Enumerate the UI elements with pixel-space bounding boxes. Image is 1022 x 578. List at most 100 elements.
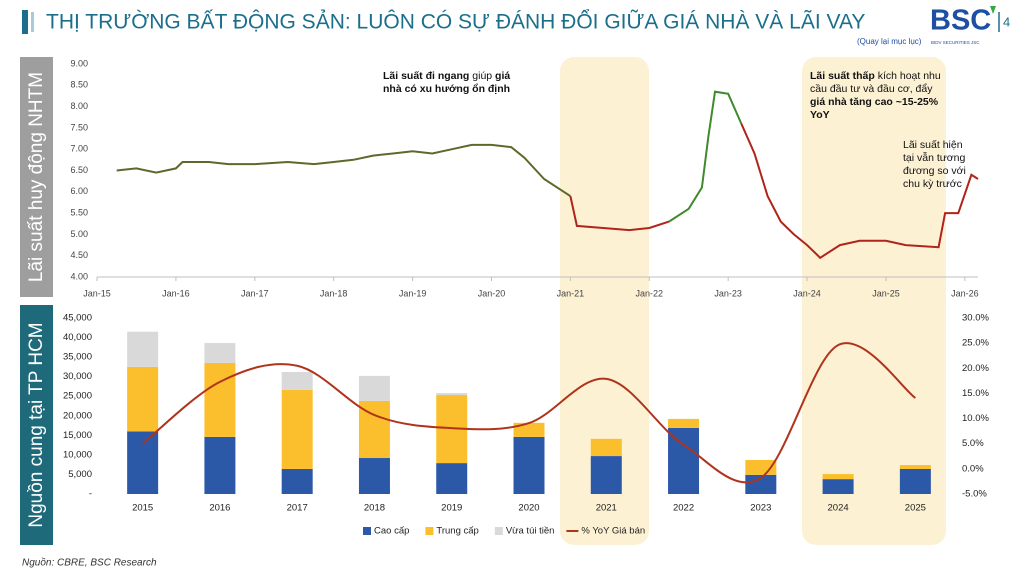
annotation-text: giúp	[472, 70, 493, 82]
bar-segment	[590, 456, 622, 494]
annotation-text: giá nhà có xu hướng ổn định	[383, 70, 511, 95]
rate-line	[740, 123, 979, 260]
annotation-text: kích hoạt nhu cầu đầu tư và đầu cơ, đẩy	[810, 70, 941, 95]
logo: BSC	[930, 5, 991, 37]
legend-label: Trung cấp	[436, 526, 478, 537]
title-marker	[31, 12, 34, 32]
side-label: Nguồn cung tại TP HCM	[26, 322, 47, 527]
y2-tick-label: 5.0%	[962, 438, 984, 449]
legend-swatch	[425, 527, 434, 535]
y-tick-label: 5.50	[70, 207, 88, 217]
x-tick-label: Jan-24	[793, 288, 821, 298]
y-tick-label: 5.00	[70, 229, 88, 239]
bar-segment	[513, 422, 545, 437]
x-tick-label: 2025	[905, 503, 926, 514]
x-tick-label: Jan-17	[241, 288, 269, 298]
x-tick-label: Jan-25	[872, 288, 900, 298]
x-tick-label: 2023	[750, 503, 771, 514]
bar-segment	[204, 436, 236, 494]
bar-segment	[822, 479, 854, 494]
x-tick-label: Jan-21	[557, 288, 585, 298]
highlight-2024-2025	[802, 57, 946, 545]
bar-segment	[436, 393, 468, 396]
y-tick-label: 6.00	[70, 186, 88, 196]
annotation-text: Lãi suất hiện tại vẫn tương đương so với…	[903, 139, 966, 190]
y-tick-label: 8.50	[70, 80, 88, 90]
x-tick-label: 2017	[287, 503, 308, 514]
y-tick-label: 4.50	[70, 250, 88, 260]
bar-segment	[358, 458, 390, 494]
bar-segment	[281, 468, 313, 494]
x-tick-label: 2019	[441, 503, 462, 514]
bar-segment	[513, 436, 545, 494]
y-tick-label: 6.50	[70, 165, 88, 175]
x-tick-label: 2020	[518, 503, 539, 514]
x-tick-label: 2021	[596, 503, 617, 514]
legend-label: % YoY Giá bán	[581, 526, 645, 537]
bar-segment	[899, 465, 931, 469]
bar-segment	[590, 438, 622, 457]
x-tick-label: Jan-19	[399, 288, 427, 298]
y-tick-label: 5,000	[68, 469, 92, 480]
logo-accent	[990, 6, 996, 14]
bar-segment	[668, 418, 700, 428]
y-tick-label: -	[89, 489, 92, 500]
bar-segment	[281, 389, 313, 469]
side-label-box	[20, 57, 53, 297]
y2-tick-label: 30.0%	[962, 313, 989, 324]
bar-segment	[127, 331, 159, 367]
x-tick-label: Jan-23	[714, 288, 742, 298]
y-tick-label: 20,000	[63, 410, 92, 421]
y-tick-label: 7.50	[70, 122, 88, 132]
bar-segment	[358, 375, 390, 401]
yoy-line	[142, 342, 916, 484]
source: Nguồn: CBRE, BSC Research	[22, 557, 157, 569]
annotation-text: giá nhà tăng cao ~15-25% YoY	[810, 96, 939, 121]
x-tick-label: Jan-26	[951, 288, 979, 298]
x-tick-label: 2018	[364, 503, 385, 514]
side-label: Lãi suất huy động NHTM	[26, 72, 47, 282]
x-tick-label: Jan-18	[320, 288, 348, 298]
x-tick-label: Jan-16	[162, 288, 190, 298]
rate-line	[569, 195, 670, 232]
rate-line	[116, 143, 571, 197]
y2-tick-label: 15.0%	[962, 388, 989, 399]
x-tick-label: 2015	[132, 503, 153, 514]
y2-tick-label: 10.0%	[962, 413, 989, 424]
annotation: Lãi suất hiện tại vẫn tương đương so với…	[903, 139, 975, 191]
y-tick-label: 40,000	[63, 332, 92, 343]
x-tick-label: Jan-20	[478, 288, 506, 298]
bar-segment	[127, 366, 159, 432]
bar-segment	[745, 474, 777, 494]
y2-tick-label: 25.0%	[962, 338, 989, 349]
y-tick-label: 30,000	[63, 371, 92, 382]
side-label-box	[20, 305, 53, 545]
bar-segment	[204, 343, 236, 363]
annotation-text: Lãi suất thấp	[810, 70, 875, 82]
legend-swatch	[363, 527, 371, 535]
x-tick-label: Jan-15	[83, 288, 111, 298]
y2-tick-label: -5.0%	[962, 489, 987, 500]
rate-line	[668, 90, 743, 223]
y-tick-label: 7.00	[70, 144, 88, 154]
slide-title: THỊ TRƯỜNG BẤT ĐỘNG SẢN: LUÔN CÓ SỰ ĐÁNH…	[46, 10, 865, 34]
bar-segment	[668, 427, 700, 494]
bar-segment	[281, 371, 313, 390]
y-tick-label: 15,000	[63, 430, 92, 441]
logo-subtitle: BIDV SECURITIES JSC	[931, 40, 980, 45]
page-number: 4	[1003, 14, 1010, 29]
y-tick-label: 35,000	[63, 352, 92, 363]
bar-segment	[899, 468, 931, 494]
y-tick-label: 9.00	[70, 58, 88, 68]
x-tick-label: Jan-22	[636, 288, 664, 298]
y2-tick-label: 0.0%	[962, 463, 984, 474]
annotation: Lãi suất thấp kích hoạt nhu cầu đầu tư v…	[810, 70, 945, 122]
x-tick-label: 2022	[673, 503, 694, 514]
y2-tick-label: 20.0%	[962, 363, 989, 374]
legend-label: Cao cấp	[374, 526, 409, 537]
toc-link[interactable]: (Quay lại mục lục)	[857, 37, 922, 46]
annotation: Lãi suất đi ngang giúp giá nhà có xu hướ…	[383, 70, 518, 96]
title-marker	[22, 10, 28, 34]
x-tick-label: 2024	[828, 503, 849, 514]
